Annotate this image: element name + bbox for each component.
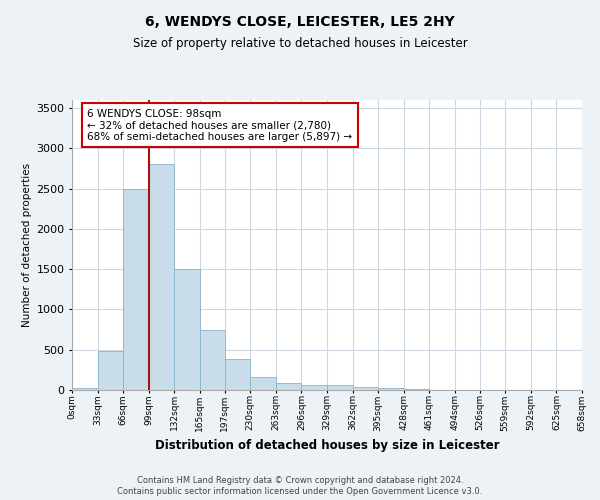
Bar	[378, 388, 404, 390]
Bar	[98, 352, 123, 390]
Text: Contains HM Land Registry data © Crown copyright and database right 2024.: Contains HM Land Registry data © Crown c…	[137, 476, 463, 485]
Bar	[123, 188, 149, 390]
Y-axis label: Number of detached properties: Number of detached properties	[22, 163, 32, 327]
X-axis label: Distribution of detached houses by size in Leicester: Distribution of detached houses by size …	[155, 439, 499, 452]
Bar	[327, 385, 353, 390]
Bar	[200, 330, 224, 390]
Bar	[149, 164, 175, 390]
Bar	[301, 385, 327, 390]
Text: 6 WENDYS CLOSE: 98sqm
← 32% of detached houses are smaller (2,780)
68% of semi-d: 6 WENDYS CLOSE: 98sqm ← 32% of detached …	[88, 108, 352, 142]
Text: 6, WENDYS CLOSE, LEICESTER, LE5 2HY: 6, WENDYS CLOSE, LEICESTER, LE5 2HY	[145, 15, 455, 29]
Bar	[250, 377, 276, 390]
Bar	[404, 389, 430, 390]
Bar	[72, 388, 98, 390]
Bar	[276, 383, 301, 390]
Bar	[353, 387, 378, 390]
Text: Contains public sector information licensed under the Open Government Licence v3: Contains public sector information licen…	[118, 488, 482, 496]
Bar	[224, 360, 250, 390]
Text: Size of property relative to detached houses in Leicester: Size of property relative to detached ho…	[133, 38, 467, 51]
Bar	[175, 269, 200, 390]
